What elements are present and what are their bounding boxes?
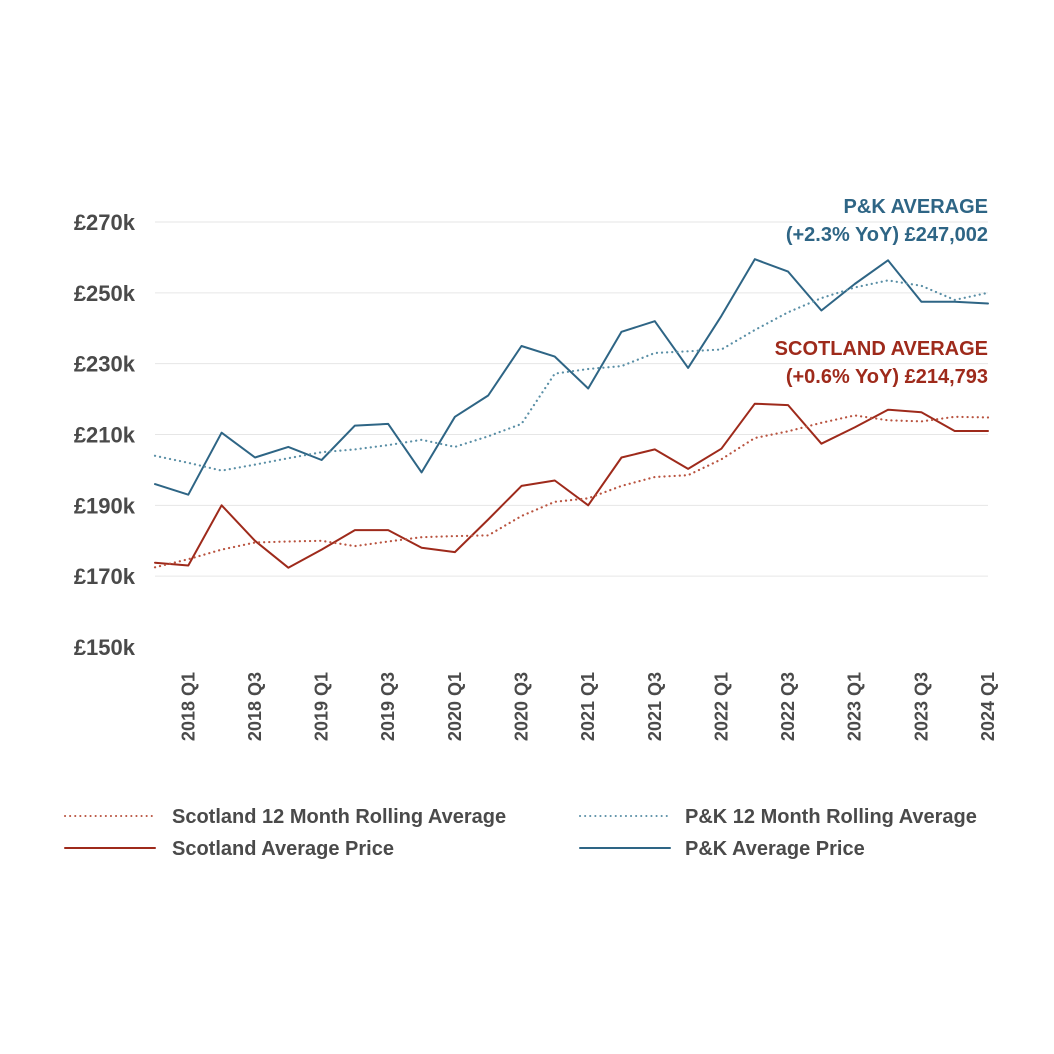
x-tick-label: 2019 Q3 (378, 672, 398, 741)
x-tick-label: 2020 Q1 (445, 672, 465, 741)
x-tick-label: 2023 Q1 (845, 672, 865, 741)
y-axis-ticks: £270k £250k £230k £210k £190k £170k £150k (74, 210, 136, 660)
y-tick-label: £210k (74, 423, 136, 448)
y-tick-label: £150k (74, 635, 136, 660)
annotation-value: (+2.3% YoY) £247,002 (786, 224, 988, 246)
legend-label: P&K 12 Month Rolling Average (685, 806, 977, 828)
x-tick-label: 2024 Q1 (978, 672, 998, 741)
x-tick-label: 2018 Q1 (178, 672, 198, 741)
legend-label: P&K Average Price (685, 838, 865, 860)
y-tick-label: £190k (74, 493, 136, 518)
x-tick-label: 2019 Q1 (312, 672, 332, 741)
y-tick-label: £250k (74, 281, 136, 306)
y-tick-label: £270k (74, 210, 136, 235)
x-tick-label: 2021 Q1 (578, 672, 598, 741)
x-tick-label: 2021 Q3 (645, 672, 665, 741)
annotation-title: SCOTLAND AVERAGE (775, 338, 988, 360)
x-tick-label: 2022 Q1 (711, 672, 731, 741)
annotations: P&K AVERAGE (+2.3% YoY) £247,002 SCOTLAND … (775, 196, 988, 388)
legend-label: Scotland 12 Month Rolling Average (172, 806, 506, 828)
x-tick-label: 2020 Q3 (512, 672, 532, 741)
x-tick-label: 2023 Q3 (911, 672, 931, 741)
series-line-scotland-average-price (154, 402, 989, 569)
legend: Scotland 12 Month Rolling Average P&K 12 … (64, 806, 977, 860)
grid-lines (155, 221, 988, 577)
annotation-value: (+0.6% YoY) £214,793 (786, 366, 988, 388)
series-lines (153, 258, 990, 569)
y-tick-label: £170k (74, 564, 136, 589)
annotation-title: P&K AVERAGE (844, 196, 988, 218)
x-tick-label: 2018 Q3 (245, 672, 265, 741)
x-axis-ticks: 2018 Q1 2018 Q3 2019 Q1 2019 Q3 2020 Q1 2020 … (178, 672, 998, 741)
y-tick-label: £230k (74, 352, 136, 377)
x-tick-label: 2022 Q3 (778, 672, 798, 741)
legend-label: Scotland Average Price (172, 838, 394, 860)
series-line-pandk-12-month-rolling-average (153, 279, 990, 472)
series-line-scotland-12-month-rolling-average (153, 414, 990, 569)
series-line-pandk-average-price (154, 258, 989, 496)
